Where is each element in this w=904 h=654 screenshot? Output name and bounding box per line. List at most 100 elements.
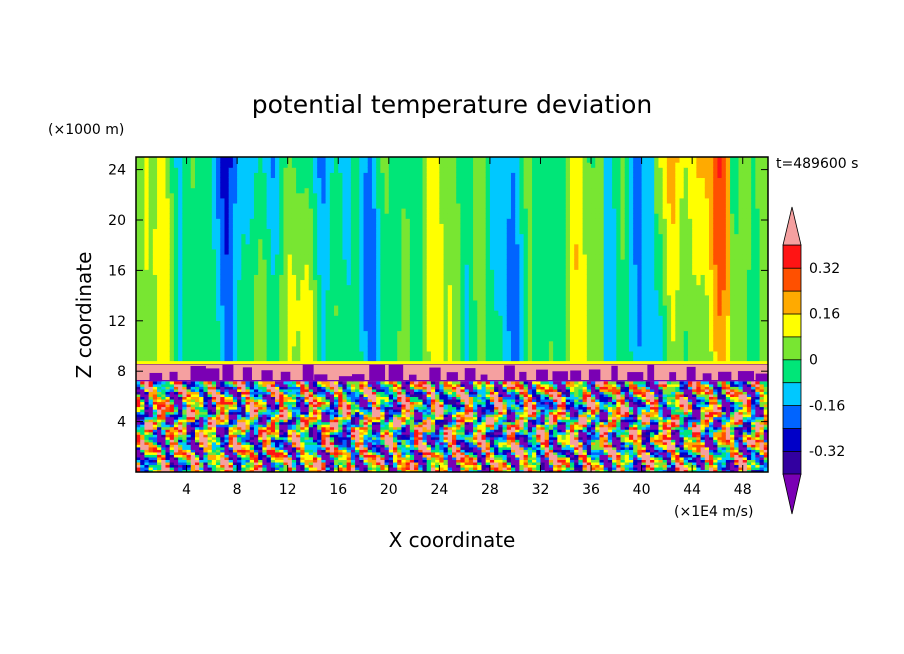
contour-cell bbox=[544, 253, 550, 260]
contour-cell bbox=[553, 264, 558, 270]
contour-cell bbox=[283, 162, 289, 168]
contour-cell bbox=[325, 187, 331, 194]
contour-cell bbox=[569, 223, 575, 230]
contour-cell bbox=[624, 157, 630, 163]
contour-cell bbox=[317, 218, 322, 224]
contour-cell bbox=[308, 187, 314, 194]
contour-cell bbox=[414, 192, 419, 199]
contour-cell bbox=[152, 310, 158, 316]
contour-cell bbox=[169, 243, 175, 250]
contour-cell bbox=[136, 269, 141, 275]
contour-cell bbox=[468, 274, 474, 281]
contour-cell bbox=[498, 350, 504, 357]
contour-cell bbox=[220, 330, 226, 337]
contour-cell bbox=[418, 279, 424, 286]
contour-cell bbox=[603, 208, 609, 214]
contour-cell bbox=[633, 325, 638, 332]
contour-cell bbox=[321, 228, 327, 235]
contour-cell bbox=[624, 202, 630, 209]
contour-cell bbox=[376, 233, 381, 240]
contour-cell bbox=[296, 269, 301, 275]
contour-cell bbox=[599, 253, 605, 260]
contour-cell bbox=[384, 284, 390, 291]
contour-cell bbox=[169, 299, 175, 306]
contour-cell bbox=[393, 264, 398, 270]
contour-cell bbox=[481, 289, 487, 296]
contour-cell bbox=[388, 187, 394, 194]
contour-cell bbox=[658, 187, 664, 194]
contour-cell bbox=[321, 248, 327, 255]
contour-cell bbox=[628, 238, 634, 245]
contour-cell bbox=[494, 243, 499, 250]
contour-cell bbox=[607, 350, 613, 357]
contour-cell bbox=[275, 213, 280, 219]
contour-cell bbox=[650, 310, 655, 316]
contour-cell bbox=[300, 335, 306, 342]
contour-cell bbox=[481, 243, 487, 250]
contour-cell bbox=[334, 284, 339, 291]
contour-cell bbox=[321, 299, 327, 306]
contour-cell bbox=[460, 218, 466, 224]
contour-cell bbox=[452, 177, 457, 184]
contour-cell bbox=[203, 284, 209, 291]
contour-cell bbox=[300, 315, 306, 321]
contour-cell bbox=[612, 238, 617, 245]
contour-cell bbox=[599, 167, 605, 173]
contour-cell bbox=[654, 197, 660, 204]
contour-cell bbox=[194, 233, 200, 240]
contour-cell bbox=[540, 208, 546, 214]
contour-cell bbox=[401, 350, 407, 357]
contour-cell bbox=[502, 345, 508, 352]
contour-cell bbox=[633, 253, 638, 260]
contour-cell bbox=[287, 228, 293, 235]
contour-cell bbox=[485, 172, 491, 179]
contour-cell bbox=[616, 320, 622, 326]
contour-cell bbox=[650, 172, 655, 179]
contour-cell bbox=[393, 197, 398, 204]
contour-cell bbox=[371, 157, 377, 163]
contour-cell bbox=[148, 233, 154, 240]
contour-cell bbox=[489, 157, 495, 163]
contour-cell bbox=[144, 310, 150, 316]
contour-cell bbox=[527, 243, 533, 250]
contour-cell bbox=[477, 202, 483, 209]
contour-cell bbox=[628, 202, 634, 209]
contour-cell bbox=[199, 299, 205, 306]
contour-cell bbox=[654, 243, 660, 250]
contour-cell bbox=[300, 157, 306, 163]
contour-cell bbox=[300, 304, 306, 311]
contour-cell bbox=[350, 340, 356, 347]
contour-cell bbox=[287, 294, 293, 301]
contour-cell bbox=[510, 325, 516, 332]
contour-cell bbox=[279, 192, 285, 199]
contour-cell bbox=[190, 269, 196, 275]
contour-cell bbox=[279, 279, 285, 286]
contour-cell bbox=[595, 325, 601, 332]
contour-cell bbox=[262, 299, 268, 306]
contour-cell bbox=[367, 202, 373, 209]
contour-cell bbox=[603, 182, 609, 189]
contour-cell bbox=[452, 356, 457, 362]
contour-cell bbox=[321, 325, 327, 332]
contour-cell bbox=[144, 192, 150, 199]
contour-cell bbox=[527, 177, 533, 184]
contour-cell bbox=[557, 243, 563, 250]
contour-cell bbox=[157, 157, 162, 163]
contour-cell bbox=[371, 243, 377, 250]
contour-cell bbox=[203, 172, 209, 179]
contour-cell bbox=[161, 284, 167, 291]
contour-cell bbox=[569, 274, 575, 281]
contour-cell bbox=[157, 330, 162, 337]
contour-cell bbox=[329, 167, 335, 173]
contour-cell bbox=[536, 187, 542, 194]
contour-cell bbox=[477, 274, 483, 281]
contour-cell bbox=[275, 299, 280, 306]
contour-cell bbox=[456, 274, 462, 281]
contour-cell bbox=[414, 228, 419, 235]
contour-cell bbox=[578, 274, 584, 281]
contour-cell bbox=[342, 259, 348, 265]
contour-cell bbox=[161, 218, 167, 224]
contour-cell bbox=[393, 228, 398, 235]
contour-cell bbox=[241, 167, 247, 173]
contour-cell bbox=[182, 299, 188, 306]
